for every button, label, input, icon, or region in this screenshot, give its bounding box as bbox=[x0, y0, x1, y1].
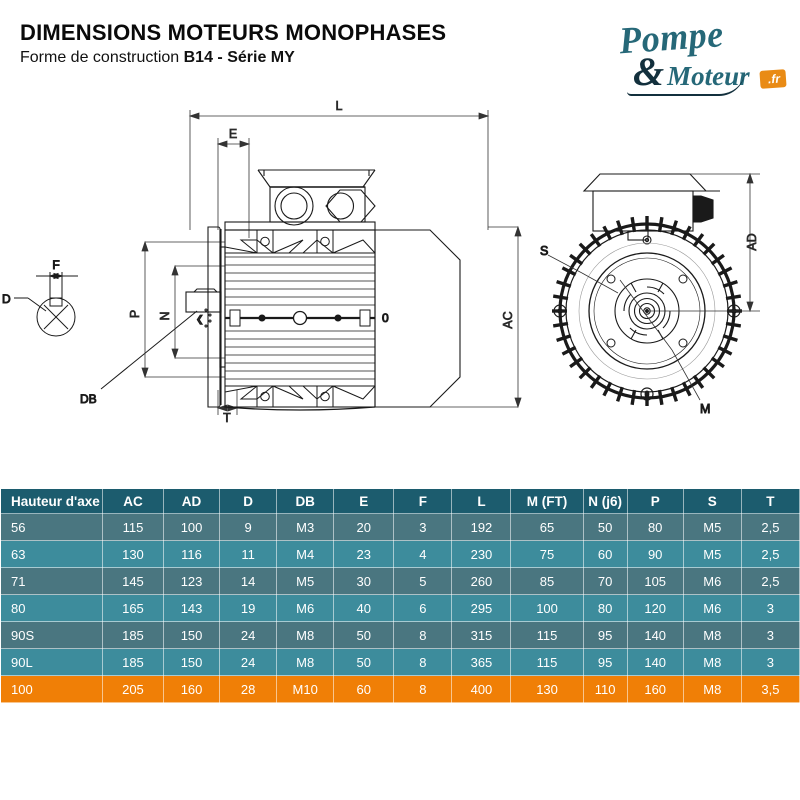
svg-text:N: N bbox=[158, 311, 172, 320]
svg-text:❮: ❮ bbox=[196, 314, 204, 325]
svg-text:DB: DB bbox=[80, 392, 97, 406]
svg-text:F: F bbox=[52, 258, 59, 272]
svg-text:AC: AC bbox=[501, 311, 515, 328]
svg-text:L: L bbox=[336, 99, 343, 113]
svg-text:S: S bbox=[540, 244, 548, 258]
svg-text:0: 0 bbox=[645, 390, 650, 399]
svg-text:M: M bbox=[700, 402, 710, 416]
svg-text:AD: AD bbox=[745, 233, 759, 250]
svg-text:T: T bbox=[223, 411, 231, 425]
svg-text:D: D bbox=[2, 292, 11, 306]
svg-text:P: P bbox=[128, 310, 142, 318]
svg-text:0: 0 bbox=[382, 311, 389, 325]
svg-text:E: E bbox=[229, 127, 237, 141]
